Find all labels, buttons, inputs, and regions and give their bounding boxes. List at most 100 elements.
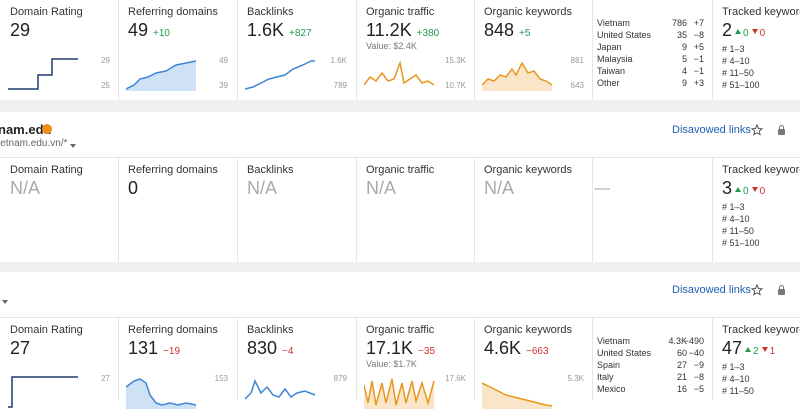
country-change: −8 bbox=[693, 372, 704, 382]
metric-value: 848 +5 bbox=[484, 20, 531, 40]
rank-range: # 4–10 bbox=[722, 214, 750, 224]
metric-label: Organic traffic bbox=[366, 324, 435, 336]
column-divider bbox=[356, 158, 357, 262]
country-value: 35 bbox=[676, 30, 687, 40]
empty-dash: — bbox=[594, 180, 610, 197]
sparkline-axis-label: 25 bbox=[101, 81, 110, 90]
metric-label: Organic traffic bbox=[366, 6, 435, 18]
lock-shackle bbox=[779, 125, 784, 130]
metric-change: −19 bbox=[163, 346, 181, 357]
country-name: Taiwan bbox=[597, 66, 626, 76]
metric-label: Backlinks bbox=[247, 6, 294, 18]
disavowed-links[interactable]: Disavowed links bbox=[672, 124, 751, 136]
sparkline-axis-label: 643 bbox=[570, 81, 584, 90]
column-divider bbox=[592, 0, 593, 100]
tracked-label: Tracked keywords bbox=[722, 164, 800, 176]
country-value: 786 bbox=[671, 18, 687, 28]
section-separator bbox=[0, 100, 800, 112]
sparkline-axis-label: 15.3K bbox=[445, 56, 466, 65]
dropdown-caret[interactable] bbox=[70, 144, 76, 148]
sparkline-line bbox=[8, 58, 78, 90]
sparkline-axis-label: 5.3K bbox=[567, 374, 584, 383]
sparkline-axis-label: 29 bbox=[101, 56, 110, 65]
column-divider bbox=[474, 0, 475, 100]
column-divider bbox=[712, 318, 713, 400]
sparkline-axis-label: 879 bbox=[333, 374, 347, 383]
sparkline-axis-label: 17.6K bbox=[445, 374, 466, 383]
metric-value: N/A bbox=[366, 178, 397, 198]
tracked-value: 47 2 1 bbox=[722, 338, 776, 358]
country-name: Vietnam bbox=[597, 18, 630, 28]
rank-range: # 51–100 bbox=[722, 238, 760, 248]
country-name: United States bbox=[597, 348, 652, 358]
sparkline-axis-label: 49 bbox=[219, 56, 228, 65]
country-value: 16 bbox=[676, 384, 687, 394]
country-change: −1 bbox=[693, 66, 704, 76]
sparkline bbox=[482, 61, 553, 91]
metric-value: 131 −19 bbox=[128, 338, 181, 358]
star-icon[interactable] bbox=[751, 284, 763, 296]
rank-range: # 11–50 bbox=[722, 68, 754, 78]
country-change: +3 bbox=[693, 78, 704, 88]
sparkline-axis-label: 27 bbox=[101, 374, 110, 383]
column-divider bbox=[474, 158, 475, 262]
column-divider bbox=[474, 318, 475, 400]
sparkline-line bbox=[245, 60, 315, 90]
lock-shackle bbox=[779, 285, 784, 290]
metric-value: 29 bbox=[10, 20, 31, 40]
verified-badge bbox=[42, 124, 52, 134]
country-change: −40 bbox=[688, 348, 704, 358]
sparkline-area bbox=[482, 63, 552, 91]
column-divider bbox=[118, 0, 119, 100]
metric-change: +827 bbox=[289, 28, 312, 39]
tracked-down: 0 bbox=[759, 28, 766, 39]
metric-label: Backlinks bbox=[247, 164, 294, 176]
country-value: 5 bbox=[681, 54, 687, 64]
sparkline-line bbox=[482, 61, 553, 86]
metric-value: 830 −4 bbox=[247, 338, 294, 358]
tracked-label: Tracked keywords bbox=[722, 6, 800, 18]
metric-value: N/A bbox=[484, 178, 515, 198]
metric-change: +10 bbox=[153, 28, 170, 39]
country-value: 60 bbox=[676, 348, 687, 358]
column-divider bbox=[118, 318, 119, 400]
country-name: Italy bbox=[597, 372, 614, 382]
tracked-down: 1 bbox=[769, 346, 776, 357]
metric-change: +5 bbox=[519, 28, 531, 39]
metric-label: Domain Rating bbox=[10, 6, 83, 18]
metric-label: Referring domains bbox=[128, 324, 218, 336]
dropdown-caret[interactable] bbox=[2, 300, 8, 304]
tracked-up: 0 bbox=[743, 186, 749, 197]
sparkline-line bbox=[126, 60, 197, 90]
metric-label: Referring domains bbox=[128, 164, 218, 176]
country-value: 9 bbox=[681, 78, 687, 88]
country-change: +5 bbox=[693, 42, 704, 52]
country-name: Malaysia bbox=[597, 54, 633, 64]
project-url: ietnam.edu.vn/* bbox=[0, 138, 68, 149]
sparkline bbox=[126, 60, 197, 91]
star-icon[interactable] bbox=[751, 124, 763, 136]
sparkline-axis-label: 153 bbox=[214, 374, 228, 383]
metric-subvalue: Value: $1.7K bbox=[366, 359, 417, 369]
sparkline-axis-label: 39 bbox=[219, 81, 228, 90]
column-divider bbox=[712, 158, 713, 262]
country-value: 4 bbox=[681, 66, 687, 76]
metric-change: +380 bbox=[416, 28, 440, 39]
tracked-label: Tracked keywords bbox=[722, 324, 800, 336]
country-name: United States bbox=[597, 30, 652, 40]
metric-value: 4.6K −663 bbox=[484, 338, 549, 358]
country-value: 9 bbox=[681, 42, 687, 52]
metric-value: 49 +10 bbox=[128, 20, 170, 40]
tracked-up: 0 bbox=[743, 28, 749, 39]
tracked-down: 0 bbox=[759, 186, 766, 197]
country-change: −8 bbox=[693, 30, 704, 40]
disavowed-links[interactable]: Disavowed links bbox=[672, 284, 751, 296]
metric-value: 1.6K +827 bbox=[247, 20, 312, 40]
lock-icon bbox=[778, 289, 785, 295]
rank-range: # 11–50 bbox=[722, 226, 754, 236]
project-name: nam.edu bbox=[0, 122, 52, 137]
rank-range: # 51–100 bbox=[722, 80, 760, 90]
